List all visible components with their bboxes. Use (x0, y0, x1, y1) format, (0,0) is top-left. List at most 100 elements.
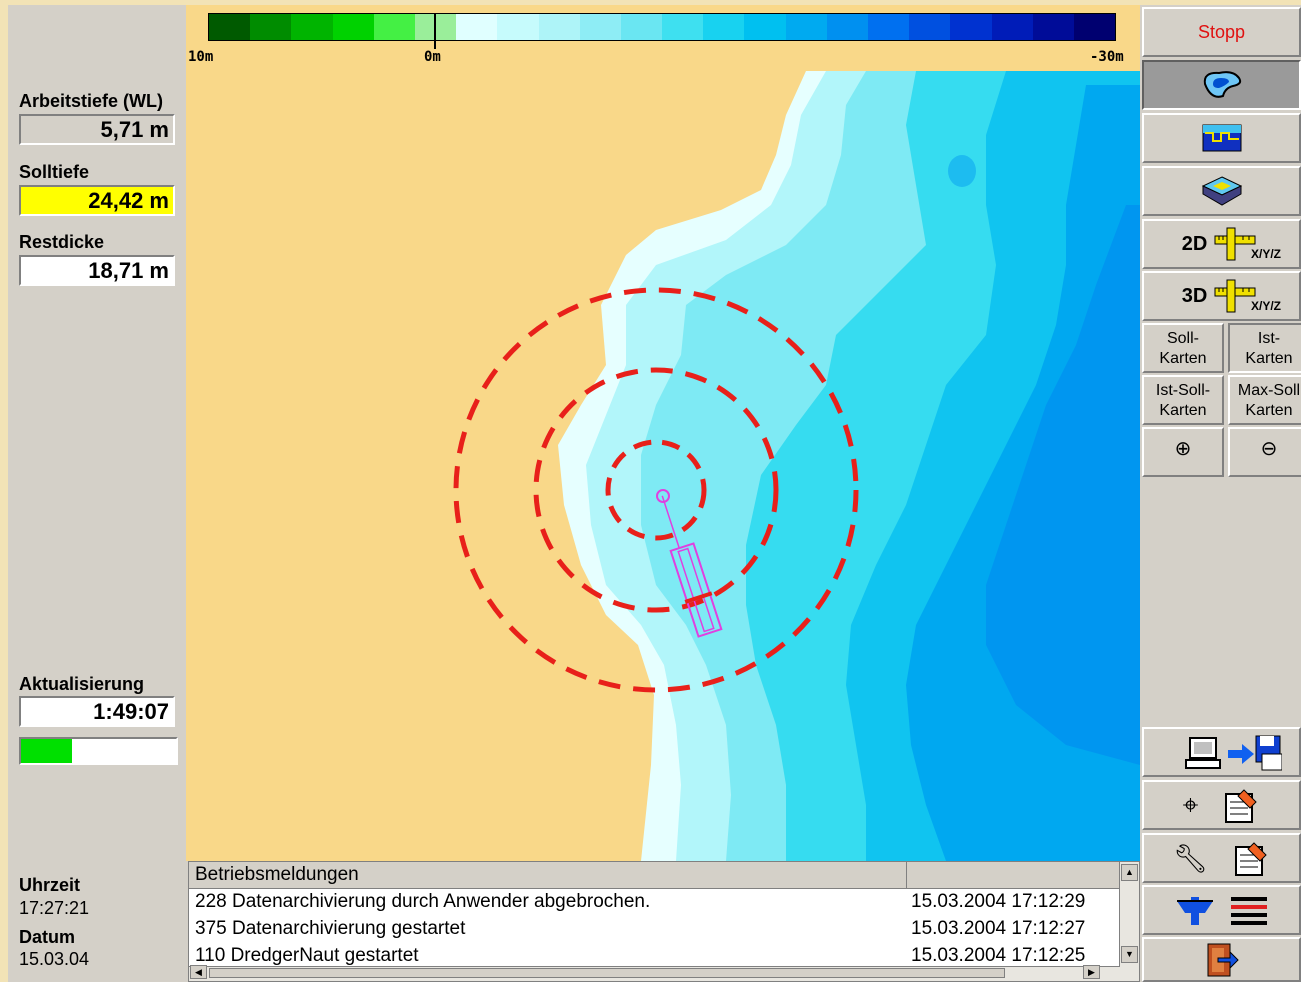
exit-button[interactable] (1142, 937, 1301, 982)
depth-profile-icon (1202, 124, 1241, 152)
log-row[interactable]: 228 Datenarchivierung durch Anwender abg… (189, 889, 1120, 916)
arbeitstiefe-value: 5,71 m (19, 114, 175, 145)
2d-label: 2D (1181, 232, 1208, 255)
log-vertical-scrollbar[interactable]: ▲ ▼ (1119, 862, 1139, 981)
range-circle-middle (533, 367, 779, 613)
log-time: 15.03.2004 17:12:25 (911, 945, 1086, 966)
computer-icon (1184, 735, 1282, 771)
restdicke-label: Restdicke (19, 232, 105, 252)
restdicke-value: 18,71 m (19, 255, 175, 286)
colorbar-label-max: 10m (188, 49, 214, 65)
depth-colorbar (208, 13, 1116, 41)
solltiefe-label: Solltiefe (19, 162, 90, 182)
uhrzeit-value: 17:27:21 (19, 898, 90, 918)
colorbar-swatch (291, 14, 333, 40)
wrench-icon: 🔧︎ (1172, 842, 1209, 874)
tide-legend-button[interactable] (1142, 885, 1301, 935)
arbeitstiefe-label: Arbeitstiefe (WL) (19, 91, 163, 111)
colorbar-swatch (456, 14, 498, 40)
log-time: 15.03.2004 17:12:29 (911, 891, 1086, 912)
2d-measure-button[interactable]: 2D X/Y/Z (1142, 219, 1301, 269)
scroll-right-arrow-icon[interactable]: ▶ (1083, 965, 1100, 979)
log-time: 15.03.2004 17:12:27 (911, 918, 1086, 939)
range-circle-outer (453, 287, 859, 693)
scroll-thumb[interactable] (209, 968, 1005, 978)
colorbar-swatch (620, 14, 663, 40)
3d-layer-icon (1201, 176, 1242, 206)
tide-icon (1176, 897, 1213, 925)
profile-view-button[interactable] (1142, 113, 1301, 163)
stopp-label: Stopp (1197, 21, 1246, 42)
log-horizontal-scrollbar[interactable]: ◀ ▶ (189, 965, 1120, 981)
colorbar-swatch (909, 14, 951, 40)
scroll-up-arrow-icon[interactable]: ▲ (1121, 864, 1138, 881)
colorbar-swatch (950, 14, 992, 40)
stopp-button[interactable]: Stopp (1142, 7, 1301, 57)
3d-view-button[interactable] (1142, 166, 1301, 216)
datum-value: 15.03.04 (19, 949, 90, 969)
log-header-title: Betriebsmeldungen (195, 864, 359, 885)
colorbar-swatch (497, 14, 539, 40)
colorbar-swatch (785, 14, 827, 40)
colorbar-swatch (744, 14, 786, 40)
zoom-in-icon: ⊕ (1174, 438, 1192, 460)
colorbar-swatch (332, 14, 374, 40)
colorbar-swatch (1073, 14, 1116, 40)
legend-icon (1230, 897, 1267, 925)
settings-notes-button[interactable]: 🔧︎ (1142, 833, 1301, 883)
notepad-icon (1225, 789, 1258, 823)
colorbar-swatch (662, 14, 704, 40)
pool-map-icon (1203, 71, 1241, 98)
colorbar-swatch (991, 14, 1033, 40)
range-circle-inner (605, 439, 707, 541)
log-message: 228 Datenarchivierung durch Anwender abg… (195, 891, 651, 912)
colorbar-swatch (703, 14, 745, 40)
datum-label: Datum (19, 927, 76, 947)
ist-karten-button[interactable]: Ist- Karten (1228, 323, 1301, 373)
scroll-down-arrow-icon[interactable]: ▼ (1121, 946, 1138, 963)
3d-measure-button[interactable]: 3D X/Y/Z (1142, 271, 1301, 321)
colorbar-label-zero: 0m (424, 49, 441, 65)
log-row[interactable]: 375 Datenarchivierung gestartet 15.03.20… (189, 916, 1120, 943)
log-header-divider (906, 862, 907, 888)
zoom-in-button[interactable]: ⊕ (1142, 427, 1224, 477)
suction-head-marker (656, 489, 670, 503)
position-notes-button[interactable]: ⌖ (1142, 780, 1301, 830)
map-view-button[interactable] (1142, 60, 1301, 110)
notepad-icon (1235, 842, 1267, 876)
log-message: 110 DredgerNaut gestartet (195, 945, 419, 966)
soll-karten-button[interactable]: Soll- Karten (1142, 323, 1224, 373)
right-toolbar: Stopp 2D X/Y/Z 3D (1140, 5, 1301, 982)
3d-xyz-label: X/Y/Z (1251, 299, 1282, 313)
colorbar-swatch (826, 14, 868, 40)
bathymetry-map[interactable]: 10m 0m -30m (186, 5, 1140, 861)
solltiefe-value: 24,42 m (19, 185, 175, 216)
crosshair-icon: ⌖ (1182, 788, 1199, 820)
window-frame-left (0, 0, 8, 982)
operations-log[interactable]: Betriebsmeldungen 228 Datenarchivierung … (188, 861, 1140, 982)
scroll-left-arrow-icon[interactable]: ◀ (190, 965, 207, 979)
3d-label: 3D (1181, 284, 1208, 307)
left-info-panel: Arbeitstiefe (WL) 5,71 m Solltiefe 24,42… (8, 5, 186, 982)
map-canvas (186, 5, 1140, 861)
max-soll-karten-button[interactable]: Max-Soll Karten (1228, 375, 1301, 425)
colorbar-label-min: -30m (1090, 49, 1124, 65)
aktualisierung-label: Aktualisierung (19, 674, 145, 694)
ist-soll-karten-button[interactable]: Ist-Soll- Karten (1142, 375, 1224, 425)
aktualisierung-value: 1:49:07 (19, 696, 175, 727)
log-message: 375 Datenarchivierung gestartet (195, 918, 466, 939)
log-header: Betriebsmeldungen (189, 862, 1120, 889)
zoom-out-button[interactable]: ⊖ (1228, 427, 1301, 477)
progress-fill (21, 739, 73, 763)
colorbar-swatch (868, 14, 910, 40)
log-row[interactable]: 110 DredgerNaut gestartet 15.03.2004 17:… (189, 943, 1120, 970)
exit-icon (1207, 943, 1239, 976)
colorbar-zero-tick (434, 13, 436, 49)
colorbar-swatch (1032, 14, 1074, 40)
save-arrow-icon (1227, 744, 1254, 764)
ruler-icon (1214, 279, 1256, 313)
window-frame-top (0, 0, 1301, 5)
colorbar-swatch (373, 14, 415, 40)
dredger-vessel-icon (661, 495, 723, 638)
export-data-button[interactable] (1142, 727, 1301, 777)
